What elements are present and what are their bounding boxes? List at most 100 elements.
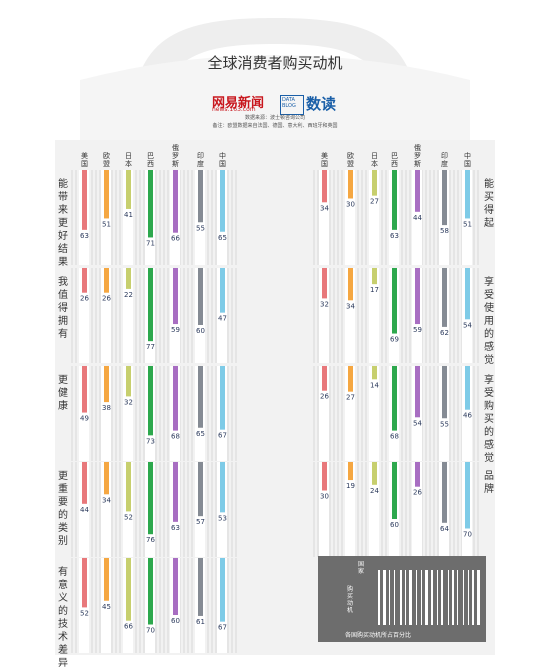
value-label: 57: [196, 518, 205, 526]
bar-美国: [322, 268, 327, 299]
value-label: 52: [124, 513, 133, 521]
bar-track: [101, 462, 111, 557]
value-label: 71: [146, 239, 155, 247]
chart-value-labels: 63 51 41 71 66 55 65 26 26 22 77 59 60 47 49 38 32 73 68 65…: [80, 198, 472, 635]
value-label: 68: [171, 433, 180, 441]
value-label: 69: [390, 336, 399, 344]
barcode-line: [463, 570, 464, 625]
barcode-percent-label: 各国购买动机所占百分比: [345, 632, 412, 639]
bar-美国: [82, 268, 87, 293]
value-label: 68: [390, 433, 399, 441]
bar-欧盟: [104, 558, 109, 601]
barcode-line: [448, 570, 449, 625]
bar-track: [412, 170, 422, 265]
value-label: 55: [196, 224, 205, 232]
bar-日本: [126, 558, 131, 621]
bar-track: [345, 268, 355, 363]
bar-巴西: [148, 268, 153, 342]
bar-track: [412, 462, 422, 557]
country-header: 巴西: [147, 152, 154, 168]
bar-印度: [442, 462, 447, 523]
bar-美国: [82, 366, 87, 413]
bar-日本: [372, 268, 377, 285]
value-label: 60: [171, 617, 180, 625]
value-label: 34: [320, 204, 329, 212]
barcode-line: [425, 570, 428, 625]
bar-track: [101, 366, 111, 461]
barcode-line: [437, 570, 438, 625]
value-label: 49: [80, 415, 89, 423]
bar-中国: [220, 462, 225, 513]
value-label: 70: [146, 627, 155, 635]
bar-欧盟: [348, 170, 353, 199]
bar-欧盟: [104, 462, 109, 495]
bar-track: [319, 170, 329, 265]
bar-日本: [126, 268, 131, 289]
value-label: 17: [370, 286, 379, 294]
bar-track: [123, 366, 133, 461]
bar-欧盟: [348, 268, 353, 301]
value-label: 22: [124, 291, 133, 299]
value-label: 65: [218, 234, 227, 242]
value-label: 66: [124, 623, 133, 631]
bar-track: [345, 366, 355, 461]
bar-巴西: [392, 462, 397, 519]
bar-track: [101, 268, 111, 363]
bar-中国: [465, 170, 470, 219]
value-label: 26: [80, 295, 89, 303]
value-label: 19: [346, 482, 355, 490]
barcode-line: [421, 570, 422, 625]
bar-track: [319, 268, 329, 363]
value-label: 45: [102, 603, 111, 611]
bar-中国: [465, 268, 470, 320]
value-label: 77: [146, 343, 155, 351]
bar-巴西: [148, 462, 153, 535]
value-label: 27: [370, 198, 379, 206]
value-label: 47: [218, 315, 227, 323]
bar-中国: [220, 268, 225, 313]
country-header: 欧盟: [347, 152, 354, 168]
bar-track: [79, 366, 89, 461]
bar-track: [369, 268, 379, 363]
value-label: 27: [346, 394, 355, 402]
bar-巴西: [148, 366, 153, 436]
barcode-line: [389, 570, 390, 625]
value-label: 62: [440, 329, 449, 337]
source-text: 数据来源：波士顿咨询公司: [244, 115, 305, 121]
country-header: 巴西: [391, 152, 398, 168]
barcode-line: [477, 570, 480, 625]
motive-label: 品牌: [484, 471, 494, 495]
barcode-line: [441, 570, 443, 625]
bar-欧盟: [348, 366, 353, 392]
country-header: 俄罗斯: [414, 144, 421, 168]
barcode-motive-label: 购买动机: [347, 586, 354, 614]
motive-label: 能带来更好结果: [58, 179, 68, 268]
value-label: 76: [146, 536, 155, 544]
bar-track: [462, 366, 472, 461]
bar-track: [123, 170, 133, 265]
value-label: 63: [171, 524, 180, 532]
value-label: 30: [346, 201, 355, 209]
barcode-line: [394, 570, 395, 625]
bar-track: [319, 462, 329, 557]
bar-中国: [220, 366, 225, 430]
bar-track: [369, 366, 379, 461]
bar-track: [369, 462, 379, 557]
bar-俄罗斯: [173, 462, 178, 522]
data-blog-logo: DATA BLOG: [280, 95, 304, 115]
bar-欧盟: [104, 170, 109, 219]
netease-domain: news.163.com: [212, 106, 256, 113]
barcode-line: [405, 570, 406, 625]
value-label: 59: [171, 326, 180, 334]
country-header: 日本: [125, 152, 132, 168]
value-label: 14: [370, 381, 379, 389]
country-header: 中国: [219, 152, 226, 168]
value-label: 34: [346, 302, 355, 310]
bar-欧盟: [104, 366, 109, 403]
motive-label: 能买得起: [484, 179, 494, 229]
bar-美国: [322, 462, 327, 491]
value-label: 67: [218, 624, 227, 632]
netease-logo: 网易新闻: [212, 96, 265, 111]
barcode-line: [452, 570, 454, 625]
